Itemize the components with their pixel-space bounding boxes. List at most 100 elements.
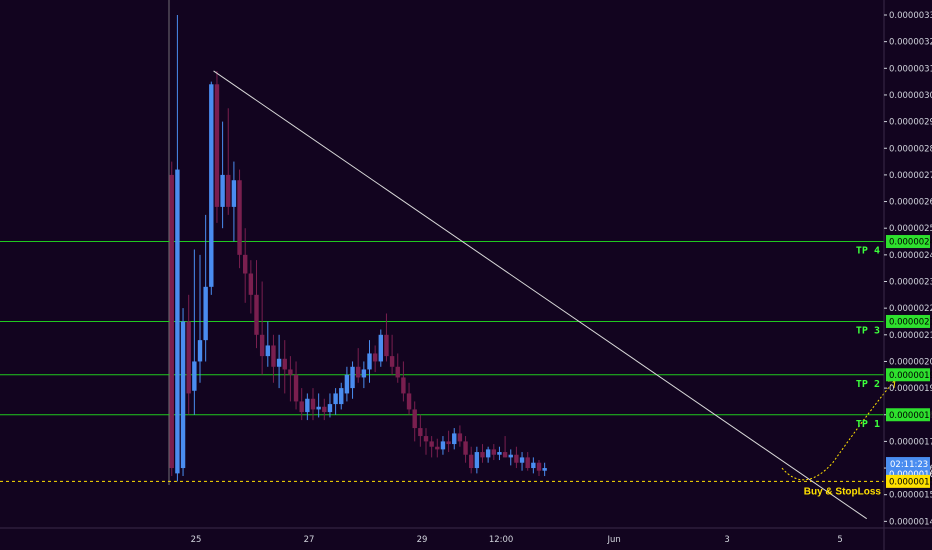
level-lines	[0, 0, 884, 485]
candle-body	[344, 374, 350, 394]
candle-body	[322, 406, 327, 413]
current-price-badge	[886, 457, 930, 480]
tp-label: TP 1	[856, 419, 880, 430]
trendline	[213, 70, 867, 520]
candle-body	[429, 441, 434, 447]
price-tick-label: 0.00000200	[889, 357, 932, 367]
candle-body	[226, 174, 231, 207]
candle-body	[491, 449, 496, 455]
candle-body	[293, 374, 299, 402]
candle-body	[406, 393, 412, 410]
time-tick-label: 27	[304, 535, 315, 545]
candle-body	[525, 457, 530, 469]
candle-body	[231, 180, 237, 207]
candle-body	[333, 393, 338, 405]
candle-body	[305, 398, 310, 413]
candle-body	[175, 169, 180, 474]
level-labels: TP 4 0.00000245 TP 3 0.00000215 TP 2 0.000001…	[804, 235, 932, 497]
time-tick-label: Jun	[606, 535, 620, 545]
buy-stoploss-label: Buy & StopLoss	[804, 486, 882, 497]
candle-body	[361, 369, 367, 378]
price-tick-label: 0.00000320	[889, 38, 932, 48]
candle-body	[474, 452, 480, 469]
candle-body	[203, 286, 208, 341]
price-tick-label: 0.00000170	[889, 437, 932, 447]
buy-price-badge-text: 0.00000155	[889, 477, 932, 487]
candle-body	[327, 404, 333, 413]
tp-price-badge-text: 0.00000245	[889, 238, 932, 248]
candle-body	[514, 454, 519, 463]
candle-body	[356, 366, 361, 378]
candle-body	[502, 452, 508, 458]
candle-body	[395, 366, 400, 378]
price-tick-label: 0.00000210	[889, 331, 932, 341]
candle-body	[446, 441, 451, 445]
candle-body	[271, 345, 276, 367]
tp-label: TP 4	[856, 246, 880, 257]
tp-price-badge	[886, 368, 930, 382]
candle-body	[310, 398, 316, 410]
candle-body	[485, 449, 491, 458]
time-tick-label: 12:00	[489, 535, 514, 545]
candle-body	[389, 356, 395, 367]
price-tick-label: 0.00000330	[889, 11, 932, 21]
candle-body	[282, 358, 287, 370]
price-tick-label: 0.00000270	[889, 171, 932, 181]
price-tick-label: 0.00000190	[889, 384, 932, 394]
candle-body	[243, 254, 248, 274]
candle-body	[316, 406, 321, 410]
price-tick-label: 0.00000150	[889, 491, 932, 501]
candle-body	[480, 452, 485, 458]
candle-body	[169, 174, 174, 469]
candle-body	[339, 388, 344, 405]
price-tick-label: 0.00000280	[889, 144, 932, 154]
candle-body	[214, 84, 220, 207]
candle-body	[519, 457, 525, 463]
tp-price-badge-text: 0.00000195	[889, 371, 932, 381]
candle-body	[220, 174, 225, 207]
countdown-label: 02:11:23	[890, 460, 928, 470]
candle-body	[367, 353, 372, 370]
candle-body	[542, 468, 547, 471]
tp-label: TP 3	[856, 325, 880, 336]
candle-body	[237, 180, 242, 255]
candle-body	[463, 441, 468, 455]
candle-body	[440, 441, 446, 450]
time-tick-label: 29	[417, 535, 428, 545]
candle-body	[384, 334, 389, 357]
candle-body	[412, 409, 417, 429]
candle-body	[209, 84, 214, 287]
price-tick-label: 0.00000140	[889, 517, 932, 527]
candle-body	[180, 321, 186, 469]
candle-body	[254, 294, 259, 335]
candle-body	[401, 377, 406, 394]
tp-price-badge-text: 0.00000215	[889, 317, 932, 327]
price-tick-label: 0.00000230	[889, 278, 932, 288]
time-tick-label: 25	[191, 535, 202, 545]
time-tick-label: 5	[837, 535, 842, 545]
candle-body	[192, 361, 197, 391]
candle-body	[372, 353, 378, 362]
candle-body	[435, 446, 440, 450]
price-tick-label: 0.00000300	[889, 91, 932, 101]
price-tick-label: 0.00000220	[889, 304, 932, 314]
candle-body	[299, 401, 304, 413]
tp-price-badge-text: 0.00000180	[889, 411, 932, 421]
tp-price-badge	[886, 314, 930, 328]
candle-body	[452, 433, 457, 445]
tp-price-badge	[886, 408, 930, 422]
candle-body	[259, 334, 265, 357]
candles	[169, 15, 547, 482]
candle-body	[497, 452, 502, 455]
candle-body	[536, 462, 542, 471]
price-tick-label: 0.00000240	[889, 251, 932, 261]
candle-body	[423, 436, 429, 442]
candle-body	[186, 321, 191, 394]
tp-price-badge	[886, 235, 930, 249]
price-tick-label: 0.00000290	[889, 118, 932, 128]
price-tick-label: 0.00000310	[889, 64, 932, 74]
price-tick-label: 0.00000250	[889, 224, 932, 234]
candle-body	[378, 334, 383, 362]
